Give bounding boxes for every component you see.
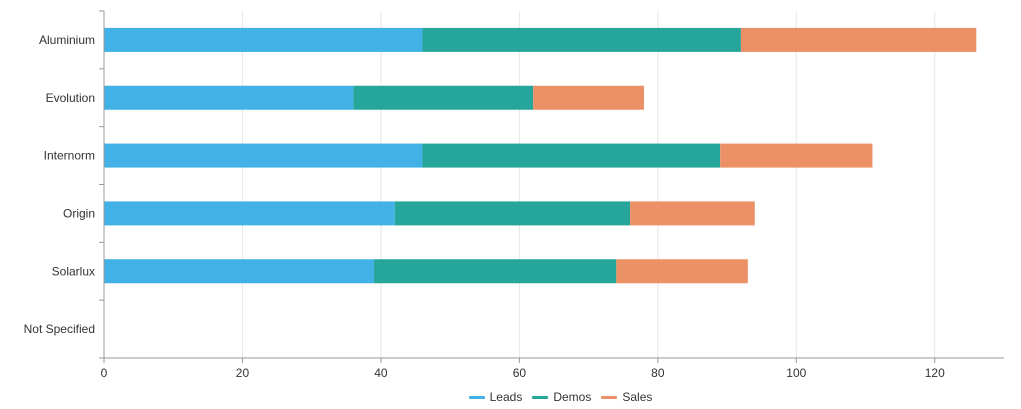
x-tick-label: 0: [101, 366, 108, 380]
category-label: Aluminium: [39, 33, 95, 47]
category-label: Solarlux: [52, 264, 95, 278]
x-tick-label: 60: [513, 366, 527, 380]
category-label: Internorm: [44, 149, 95, 163]
category-label: Not Specified: [24, 322, 95, 336]
legend-swatch: [468, 395, 485, 399]
bar-segment-sales[interactable]: [533, 85, 644, 110]
legend-item-demos[interactable]: Demos: [532, 390, 591, 404]
bar-segment-leads[interactable]: [104, 143, 423, 168]
y-axis-categories: Aluminium Evolution Internorm Origin Solarlu…: [24, 33, 95, 336]
legend-label: Sales: [622, 390, 653, 404]
bar-segment-demos[interactable]: [422, 143, 721, 168]
bar-segment-demos[interactable]: [374, 259, 617, 284]
grid-lines: [241, 11, 936, 358]
x-tick-label: 100: [786, 366, 806, 380]
bar-segment-sales[interactable]: [740, 27, 977, 52]
bar-segment-demos[interactable]: [422, 27, 741, 52]
legend: Leads Demos Sales: [0, 390, 1021, 404]
legend-label: Leads: [489, 390, 523, 404]
bar-segment-leads[interactable]: [104, 85, 354, 110]
legend-swatch: [601, 395, 618, 399]
bar-segment-leads[interactable]: [104, 27, 423, 52]
x-tick-label: 120: [925, 366, 945, 380]
bars: [104, 27, 977, 284]
bar-segment-demos[interactable]: [394, 201, 631, 226]
legend-label: Demos: [553, 390, 592, 404]
bar-segment-demos[interactable]: [353, 85, 534, 110]
legend-swatch: [532, 395, 549, 399]
legend-item-sales[interactable]: Sales: [601, 390, 652, 404]
category-label: Origin: [63, 206, 95, 220]
legend-item-leads[interactable]: Leads: [468, 390, 523, 404]
bar-segment-sales[interactable]: [630, 201, 755, 226]
bar-segment-leads[interactable]: [104, 201, 395, 226]
bar-segment-leads[interactable]: [104, 259, 374, 284]
axes: [99, 10, 1004, 359]
x-tick-label: 20: [236, 366, 250, 380]
bar-segment-sales[interactable]: [720, 143, 873, 168]
category-label: Evolution: [46, 91, 95, 105]
bar-segment-sales[interactable]: [616, 259, 748, 284]
x-axis-ticks: 0 20 40 60 80 100 120: [101, 358, 945, 380]
x-tick-label: 80: [651, 366, 665, 380]
x-tick-label: 40: [374, 366, 388, 380]
